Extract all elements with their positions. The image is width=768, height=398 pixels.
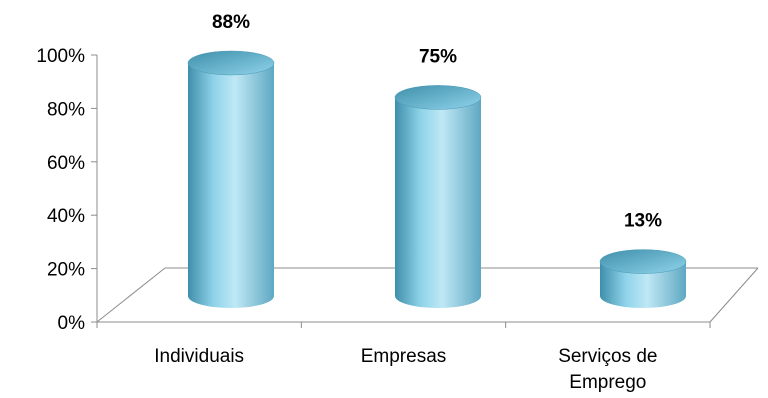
category-labels: Individuais Empresas Serviços de Emprego	[154, 346, 657, 393]
data-label: 88%	[212, 12, 250, 33]
category-label: Individuais	[154, 346, 244, 367]
bar-top	[394, 85, 482, 110]
y-axis-ticks: 0% 20% 40% 60% 80% 100%	[36, 46, 97, 334]
bar-body	[600, 261, 686, 308]
y-tick-label: 60%	[47, 153, 85, 174]
category-label: Emprego	[569, 372, 646, 393]
bar-top	[599, 249, 687, 274]
category-label: Empresas	[361, 346, 447, 367]
x-axis-ticks	[96, 322, 711, 328]
category-label: Serviços de	[558, 346, 657, 367]
bar-3	[599, 249, 687, 308]
data-label: 75%	[419, 46, 457, 67]
data-labels: 88% 75% 13%	[212, 12, 662, 232]
y-tick-label: 20%	[47, 260, 85, 281]
y-tick-label: 80%	[47, 99, 85, 120]
bar-1	[187, 50, 275, 308]
bar-2	[394, 85, 482, 308]
bar-body	[188, 63, 274, 308]
bars	[187, 50, 687, 308]
bar-top	[187, 50, 275, 76]
floor-left-edge	[96, 267, 166, 323]
bar-body	[395, 97, 481, 308]
y-tick-label: 40%	[47, 206, 85, 227]
data-label: 13%	[624, 211, 662, 232]
y-tick-label: 0%	[58, 313, 86, 334]
y-tick-label: 100%	[36, 46, 85, 67]
floor-right-edge	[709, 267, 759, 323]
